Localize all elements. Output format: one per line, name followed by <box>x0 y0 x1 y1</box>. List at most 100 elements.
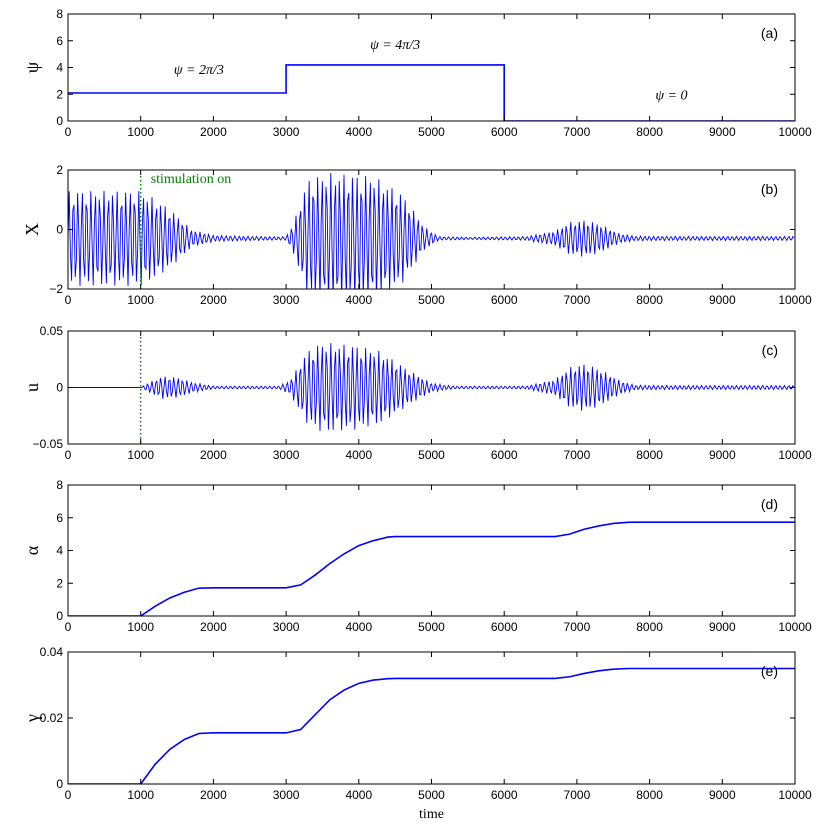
series-line-e-0 <box>68 667 795 784</box>
x-tick-label-b-3: 3000 <box>273 293 300 307</box>
x-tick-label-d-3: 3000 <box>273 620 300 634</box>
y-tick-label-d-2: 4 <box>56 544 63 558</box>
panel-label-d: (d) <box>761 496 778 512</box>
stimulation-label: stimulation on <box>151 172 232 187</box>
x-tick-label-d-8: 8000 <box>636 620 663 634</box>
x-tick-label-e-2: 2000 <box>200 788 227 802</box>
x-tick-label-c-9: 9000 <box>709 448 736 462</box>
series-line-d-0 <box>68 521 795 616</box>
panel-a: 0 1000 2000 3000 4000 5000 6000 7000 8000 9000 100… <box>22 7 812 139</box>
panel-e: 0 1000 2000 3000 4000 5000 6000 7000 8000 9000 100… <box>22 645 812 822</box>
x-tick-label-c-3: 3000 <box>273 448 300 462</box>
y-tick-label-d-4: 8 <box>56 478 63 492</box>
x-tick-label-b-2: 2000 <box>200 293 227 307</box>
x-tick-label-a-9: 9000 <box>709 125 736 139</box>
x-tick-label-b-5: 5000 <box>418 293 445 307</box>
x-tick-label-c-1: 1000 <box>127 448 154 462</box>
x-tick-label-c-5: 5000 <box>418 448 445 462</box>
x-tick-label-c-6: 6000 <box>491 448 518 462</box>
x-tick-label-b-7: 7000 <box>564 293 591 307</box>
y-tick-label-c-0: −0.05 <box>33 437 64 451</box>
y-tick-label-b-2: 2 <box>56 163 63 177</box>
y-tick-label-a-4: 8 <box>56 7 63 21</box>
x-tick-label-c-7: 7000 <box>564 448 591 462</box>
y-axis-label-e: γ <box>22 714 42 723</box>
y-tick-label-b-0: −2 <box>49 282 63 296</box>
x-tick-label-b-4: 4000 <box>345 293 372 307</box>
y-tick-label-a-2: 4 <box>56 61 63 75</box>
y-axis-label-a: ψ <box>22 61 42 73</box>
x-tick-label-a-7: 7000 <box>564 125 591 139</box>
annotation-a-2: ψ = 0 <box>655 89 687 104</box>
x-tick-label-b-6: 6000 <box>491 293 518 307</box>
x-tick-label-a-6: 6000 <box>491 125 518 139</box>
y-tick-label-d-3: 6 <box>56 511 63 525</box>
x-tick-label-b-10: 10000 <box>778 293 812 307</box>
series-line-b-0 <box>68 173 795 289</box>
x-tick-label-d-5: 5000 <box>418 620 445 634</box>
x-tick-label-d-2: 2000 <box>200 620 227 634</box>
x-tick-label-b-8: 8000 <box>636 293 663 307</box>
y-tick-label-e-2: 0.04 <box>40 645 64 659</box>
x-tick-label-a-2: 2000 <box>200 125 227 139</box>
x-tick-label-b-0: 0 <box>65 293 72 307</box>
x-tick-label-a-5: 5000 <box>418 125 445 139</box>
panel-b: stimulation on 0 1000 2000 3000 4000 5000 6000 7… <box>22 163 812 307</box>
axes-frame-d <box>67 484 796 617</box>
x-tick-label-c-8: 8000 <box>636 448 663 462</box>
y-axis-label-b: X <box>22 223 42 236</box>
y-tick-label-e-1: 0.02 <box>40 711 64 725</box>
y-tick-label-a-0: 0 <box>56 114 63 128</box>
y-tick-label-c-2: 0.05 <box>40 324 64 338</box>
x-tick-label-c-2: 2000 <box>200 448 227 462</box>
annotation-a-1: ψ = 4π/3 <box>370 38 420 53</box>
panel-d: 0 1000 2000 3000 4000 5000 6000 7000 8000 9000 100… <box>22 478 812 634</box>
x-tick-label-d-1: 1000 <box>127 620 154 634</box>
series-line-a-0 <box>68 64 795 121</box>
y-axis-label-d: α <box>22 545 42 555</box>
x-tick-label-d-9: 9000 <box>709 620 736 634</box>
x-tick-label-d-0: 0 <box>65 620 72 634</box>
y-tick-label-b-1: 0 <box>56 223 63 237</box>
panel-label-b: (b) <box>761 181 778 197</box>
x-tick-label-c-10: 10000 <box>778 448 812 462</box>
x-tick-label-e-4: 4000 <box>345 788 372 802</box>
x-tick-label-a-3: 3000 <box>273 125 300 139</box>
x-tick-label-b-9: 9000 <box>709 293 736 307</box>
x-tick-label-a-1: 1000 <box>127 125 154 139</box>
y-tick-label-c-1: 0 <box>56 381 63 395</box>
x-tick-label-e-1: 1000 <box>127 788 154 802</box>
x-tick-label-e-8: 8000 <box>636 788 663 802</box>
x-tick-label-d-10: 10000 <box>778 620 812 634</box>
panel-label-c: (c) <box>762 342 778 358</box>
annotation-a-0: ψ = 2π/3 <box>174 63 224 78</box>
y-tick-label-e-0: 0 <box>56 777 63 791</box>
x-tick-label-b-1: 1000 <box>127 293 154 307</box>
panel-label-e: (e) <box>761 663 778 679</box>
x-tick-label-e-3: 3000 <box>273 788 300 802</box>
y-tick-label-a-1: 2 <box>56 87 63 101</box>
y-tick-label-d-1: 2 <box>56 576 63 590</box>
axes-frame-e <box>67 651 796 785</box>
series-line-c-0 <box>68 343 795 431</box>
x-tick-label-e-5: 5000 <box>418 788 445 802</box>
x-tick-label-c-0: 0 <box>65 448 72 462</box>
x-tick-label-a-8: 8000 <box>636 125 663 139</box>
x-tick-label-c-4: 4000 <box>345 448 372 462</box>
x-tick-label-a-0: 0 <box>65 125 72 139</box>
panel-label-a: (a) <box>761 25 778 41</box>
x-tick-label-e-6: 6000 <box>491 788 518 802</box>
x-tick-label-a-10: 10000 <box>778 125 812 139</box>
panel-c: 0 1000 2000 3000 4000 5000 6000 7000 8000 9000 100… <box>22 324 812 462</box>
y-axis-label-c: u <box>22 383 42 392</box>
x-tick-label-e-9: 9000 <box>709 788 736 802</box>
x-tick-label-e-0: 0 <box>65 788 72 802</box>
x-tick-label-e-10: 10000 <box>778 788 812 802</box>
x-tick-label-d-6: 6000 <box>491 620 518 634</box>
x-tick-label-e-7: 7000 <box>564 788 591 802</box>
x-tick-label-d-7: 7000 <box>564 620 591 634</box>
x-axis-label: time <box>419 807 444 822</box>
x-tick-label-a-4: 4000 <box>345 125 372 139</box>
axes-frame-b <box>67 169 796 290</box>
